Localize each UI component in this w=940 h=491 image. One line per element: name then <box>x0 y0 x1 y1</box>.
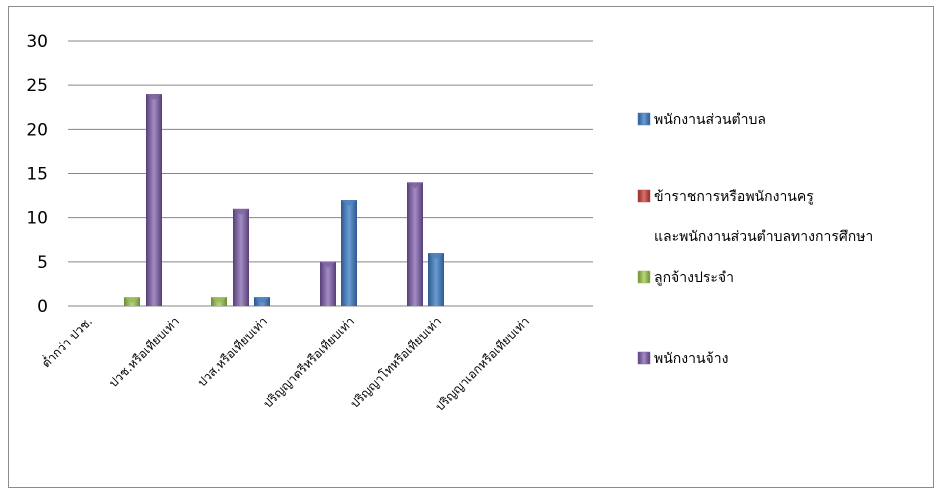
y-axis-ticks: 0 5 10 15 20 25 30 <box>26 32 48 317</box>
bar <box>341 200 357 306</box>
y-tick-label: 20 <box>26 120 48 140</box>
legend-label: และพนักงานส่วนตำบลทางการศึกษา <box>654 229 873 245</box>
x-axis-labels: ต่ำกว่า ปวช. ปวช.หรือเทียบเท่า ปวส.หรือเที… <box>38 313 533 414</box>
chart-frame <box>8 6 934 488</box>
legend-label: พนักงานจ้าง <box>654 351 728 367</box>
legend-label: ลูกจ้างประจำ <box>654 270 734 286</box>
x-tick-label: ปริญญาตรีหรือเทียบเท่า <box>261 314 357 410</box>
bar <box>428 253 444 306</box>
bar-cap <box>407 182 423 189</box>
bar <box>407 182 423 306</box>
x-tick-label: ต่ำกว่า ปวช. <box>38 313 96 371</box>
bar <box>146 94 162 306</box>
bar-cap <box>211 297 227 304</box>
y-tick-label: 0 <box>37 297 48 317</box>
legend-swatch <box>637 189 651 203</box>
y-tick-label: 5 <box>37 253 48 273</box>
x-tick-label: ปวช.หรือเทียบเท่า <box>106 314 182 390</box>
x-tick-label: ปวส.หรือเทียบเท่า <box>195 314 270 389</box>
bar-cap <box>428 253 444 259</box>
bar-cap <box>341 200 357 206</box>
x-tick-label: ปริญญาโทหรือเทียบเท่า <box>348 314 445 411</box>
legend-label: พนักงานส่วนตำบล <box>654 112 766 128</box>
legend: พนักงานส่วนตำบลข้าราชการหรือพนักงานครูแล… <box>637 112 873 367</box>
y-tick-label: 10 <box>26 209 48 229</box>
bar-cap <box>254 297 270 304</box>
bar-cap <box>233 208 249 215</box>
y-tick-label: 25 <box>26 76 48 96</box>
legend-swatch <box>637 351 651 365</box>
legend-swatch <box>637 112 651 126</box>
bar-cap <box>146 94 162 100</box>
legend-swatch <box>637 270 651 284</box>
y-tick-label: 30 <box>26 32 48 52</box>
bar-cap <box>124 297 140 304</box>
legend-label: ข้าราชการหรือพนักงานครู <box>654 189 814 205</box>
x-tick-label: ปริญญาเอกหรือเทียบเท่า <box>433 314 533 414</box>
bar <box>233 208 249 306</box>
bar <box>320 261 336 306</box>
bar-cap <box>320 261 336 268</box>
bars <box>124 94 444 306</box>
y-tick-label: 15 <box>26 165 48 185</box>
